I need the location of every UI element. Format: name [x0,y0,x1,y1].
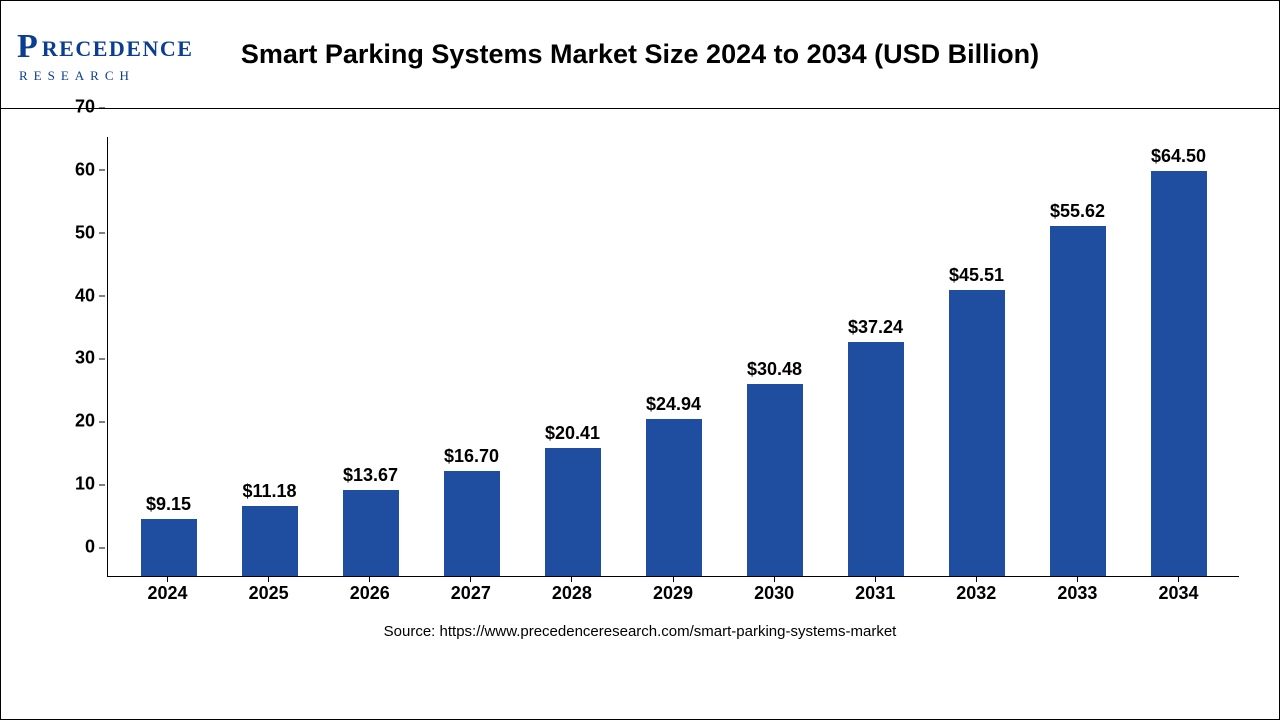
x-tick: 2033 [1027,577,1128,607]
y-tick-label: 0 [85,537,95,557]
y-tick: 20 [45,411,95,432]
bar-column: $11.18 [219,137,320,576]
bar-value-label: $20.41 [545,423,600,444]
bar [141,519,197,577]
x-tick-label: 2031 [855,583,895,604]
x-tick-label: 2034 [1158,583,1198,604]
logo-word: RECEDENCE [42,36,194,62]
bar-column: $13.67 [320,137,421,576]
bar [545,448,601,576]
y-tick: 40 [45,285,95,306]
x-tick: 2028 [521,577,622,607]
bar [949,290,1005,576]
x-tick: 2026 [319,577,420,607]
y-tick: 10 [45,474,95,495]
title-bar: P RECEDENCE RESEARCH Smart Parking Syste… [1,1,1279,109]
y-axis: 010203040506070 [41,137,107,577]
bar [747,384,803,576]
bar-chart: 010203040506070 $9.15$11.18$13.67$16.70$… [41,137,1239,607]
logo-letter: P [17,30,38,64]
bar-column: $30.48 [724,137,825,576]
bar-value-label: $11.18 [242,481,296,502]
y-tick: 0 [45,537,95,558]
y-tick-label: 30 [75,348,95,368]
bar [444,471,500,576]
bar [1151,171,1207,576]
chart-frame: P RECEDENCE RESEARCH Smart Parking Syste… [0,0,1280,720]
plot-area: 010203040506070 $9.15$11.18$13.67$16.70$… [1,109,1279,719]
y-tick: 50 [45,222,95,243]
bar-column: $20.41 [522,137,623,576]
y-tick-label: 70 [75,97,95,117]
bar-column: $16.70 [421,137,522,576]
x-tick-label: 2024 [148,583,188,604]
bar-value-label: $24.94 [646,394,701,415]
chart-title: Smart Parking Systems Market Size 2024 t… [241,39,1039,70]
y-tick-label: 60 [75,159,95,179]
bar-value-label: $64.50 [1151,146,1206,167]
bar [1050,226,1106,576]
x-tick-label: 2025 [249,583,289,604]
bars-container: $9.15 $11.18 $13.67 $16.70 $20.41 $24.94 $30.4… [108,137,1239,576]
y-tick: 30 [45,348,95,369]
bar-column: $24.94 [623,137,724,576]
bar-column: $9.15 [118,137,219,576]
x-tick: 2034 [1128,577,1229,607]
x-tick: 2031 [825,577,926,607]
x-tick-label: 2032 [956,583,996,604]
brand-logo: P RECEDENCE RESEARCH [17,26,237,84]
x-tick-label: 2030 [754,583,794,604]
source-text: Source: https://www.precedenceresearch.c… [41,607,1239,662]
x-tick: 2027 [420,577,521,607]
bar [848,342,904,576]
y-tick-label: 10 [75,474,95,494]
bar [646,419,702,576]
x-tick: 2030 [724,577,825,607]
bar-value-label: $9.15 [146,494,191,515]
y-tick-label: 40 [75,285,95,305]
y-tick-label: 50 [75,222,95,242]
x-tick: 2025 [218,577,319,607]
x-tick: 2032 [926,577,1027,607]
y-tick: 70 [45,97,95,118]
bar-value-label: $37.24 [848,317,903,338]
x-tick: 2024 [117,577,218,607]
x-tick: 2029 [622,577,723,607]
bar-value-label: $30.48 [747,359,802,380]
x-tick-label: 2033 [1057,583,1097,604]
axes-box: $9.15 $11.18 $13.67 $16.70 $20.41 $24.94 $30.4… [107,137,1239,577]
bar-column: $55.62 [1027,137,1128,576]
x-tick-label: 2026 [350,583,390,604]
bar-value-label: $16.70 [444,446,499,467]
bar-column: $64.50 [1128,137,1229,576]
bar-column: $37.24 [825,137,926,576]
x-axis: 2024 2025 2026 2027 2028 2029 2030 2031 2032 2033… [107,577,1239,607]
y-tick: 60 [45,159,95,180]
bar [242,506,298,576]
bar-value-label: $13.67 [343,465,398,486]
bar-column: $45.51 [926,137,1027,576]
x-tick-label: 2029 [653,583,693,604]
x-tick-label: 2028 [552,583,592,604]
y-tick-label: 20 [75,411,95,431]
x-tick-label: 2027 [451,583,491,604]
bar-value-label: $45.51 [949,265,1004,286]
bar [343,490,399,576]
bar-value-label: $55.62 [1050,201,1105,222]
logo-subtext: RESEARCH [17,68,135,84]
